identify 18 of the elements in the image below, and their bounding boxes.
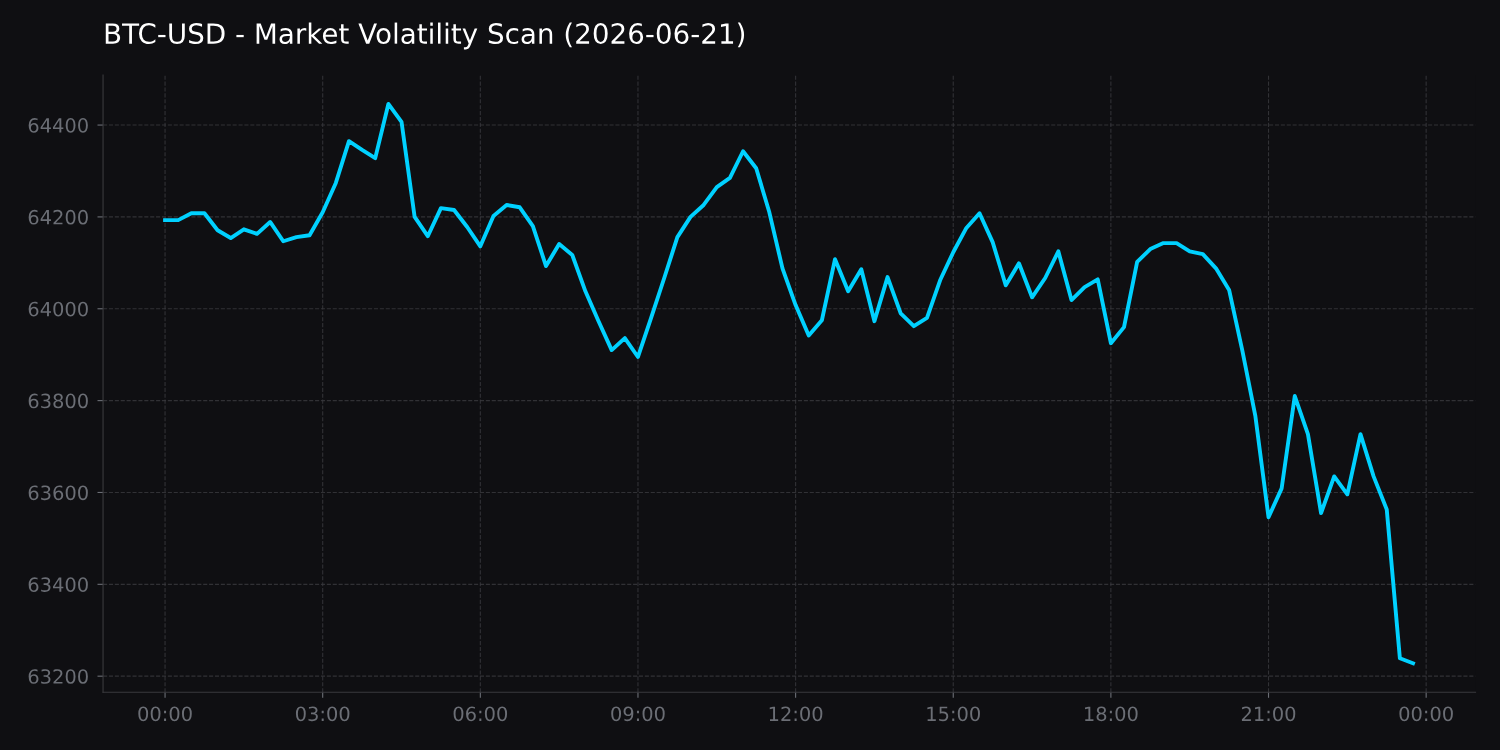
y-tick-label: 63600 (28, 485, 88, 501)
x-tick-label: 00:00 (1399, 706, 1453, 722)
y-tick-label: 63800 (28, 393, 88, 409)
y-tick-label: 64400 (28, 118, 88, 133)
chart-title: BTC-USD - Market Volatility Scan (2026-06-21) (105, 22, 745, 50)
x-tick-label: 21:00 (1241, 706, 1296, 722)
line-series (163, 101, 1415, 666)
x-tick-label: 09:00 (611, 706, 665, 722)
y-tick-label: 63400 (28, 577, 88, 592)
y-tick-label: 64200 (28, 209, 88, 225)
x-tick-label: 18:00 (1085, 706, 1138, 722)
x-tick-label: 03:00 (295, 706, 350, 722)
x-tick-label: 06:00 (453, 706, 508, 722)
x-tick-label: 12:00 (769, 706, 823, 722)
x-tick-label: 00:00 (138, 706, 192, 722)
y-tick-label: 63200 (28, 669, 88, 684)
x-tick-label: 15:00 (927, 706, 980, 722)
y-tick-label: 64000 (28, 301, 88, 317)
